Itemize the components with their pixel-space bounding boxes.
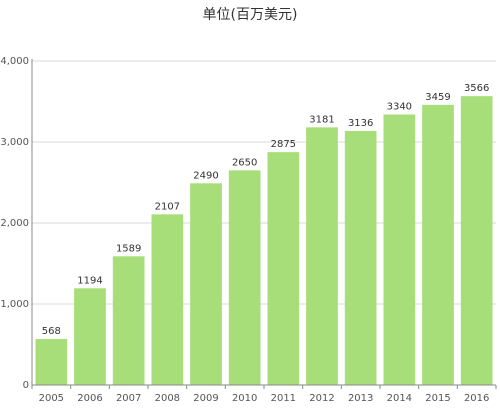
x-tick-label: 2010 bbox=[232, 393, 257, 404]
bar-2011[interactable] bbox=[267, 152, 300, 385]
x-tick-label: 2012 bbox=[309, 393, 334, 404]
data-label: 3340 bbox=[387, 101, 412, 112]
data-label: 568 bbox=[42, 326, 61, 337]
x-tick-label: 2005 bbox=[39, 393, 64, 404]
data-label: 1194 bbox=[77, 275, 102, 286]
data-label: 1589 bbox=[116, 243, 141, 254]
bar-2006[interactable] bbox=[74, 288, 106, 385]
y-tick-label: 4,000 bbox=[0, 56, 29, 67]
x-tick-label: 2011 bbox=[271, 393, 296, 404]
x-tick-label: 2006 bbox=[77, 393, 102, 404]
axes bbox=[31, 59, 497, 389]
grid-lines bbox=[32, 60, 496, 305]
bar-2015[interactable] bbox=[422, 104, 454, 386]
x-tick-label: 2008 bbox=[155, 393, 180, 404]
bar-2013[interactable] bbox=[344, 130, 377, 385]
bar-2012[interactable] bbox=[306, 127, 338, 386]
data-label: 2875 bbox=[271, 139, 296, 150]
data-label: 3136 bbox=[348, 118, 373, 129]
bars bbox=[35, 96, 493, 386]
x-tick-labels: 2005 2006 2007 2008 2009 2010 2011 2012 2013 2014… bbox=[39, 393, 490, 404]
bar-2008[interactable] bbox=[151, 214, 184, 385]
x-tick-label: 2013 bbox=[348, 393, 373, 404]
y-tick-label: 0 bbox=[23, 380, 29, 391]
bar-2014[interactable] bbox=[383, 114, 416, 386]
y-tick-label: 2,000 bbox=[0, 218, 29, 229]
data-label: 3181 bbox=[309, 114, 334, 125]
data-labels: 568 1194 1589 2107 2490 2650 2875 3181 3136 3340 3… bbox=[42, 83, 490, 337]
y-tick-label: 3,000 bbox=[0, 137, 29, 148]
bar-2009[interactable] bbox=[190, 183, 222, 385]
data-label: 3566 bbox=[464, 83, 489, 94]
bar-2005[interactable] bbox=[35, 338, 68, 385]
y-tick-label: 1,000 bbox=[0, 299, 29, 310]
chart-title: 单位(百万美元) bbox=[202, 7, 298, 23]
y-tick-labels: 0 1,000 2,000 3,000 4,000 bbox=[0, 56, 29, 391]
bar-2016[interactable] bbox=[460, 96, 493, 386]
bar-2010[interactable] bbox=[228, 170, 261, 385]
data-label: 3459 bbox=[425, 92, 450, 103]
data-label: 2490 bbox=[193, 170, 218, 181]
x-tick-label: 2015 bbox=[425, 393, 450, 404]
x-tick-label: 2016 bbox=[464, 393, 489, 404]
data-label: 2650 bbox=[232, 157, 257, 168]
data-label: 2107 bbox=[155, 201, 180, 212]
x-tick-label: 2009 bbox=[193, 393, 218, 404]
x-tick-label: 2007 bbox=[116, 393, 141, 404]
x-tick-label: 2014 bbox=[387, 393, 412, 404]
bar-2007[interactable] bbox=[112, 256, 145, 385]
